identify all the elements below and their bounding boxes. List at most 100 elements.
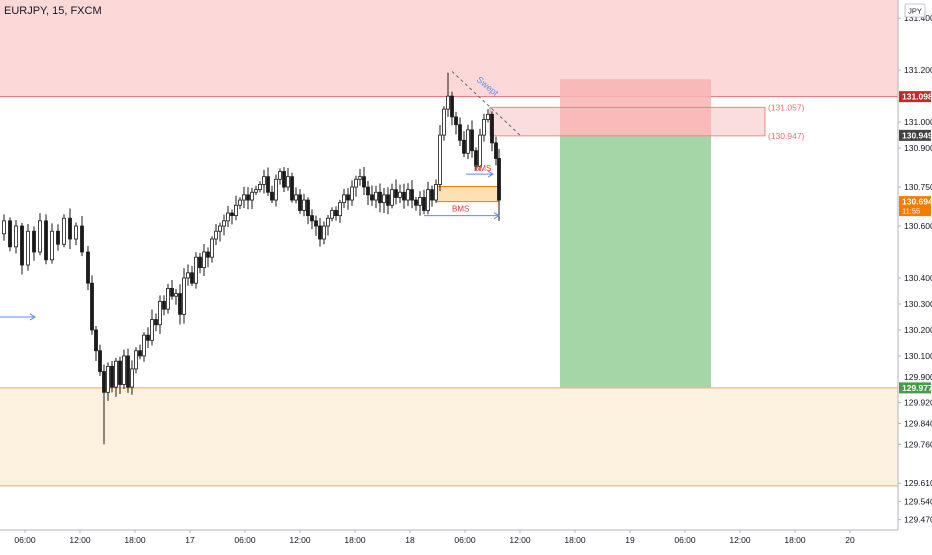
x-tick-label: 12:00 (289, 535, 311, 545)
candle-body (238, 199, 242, 206)
y-tick-label: 130.600 (904, 221, 932, 231)
y-tick-label: 131.200 (904, 65, 932, 75)
candle-body (326, 217, 330, 227)
candle-body (86, 251, 90, 284)
y-tick-label: 130.300 (904, 299, 932, 309)
current-price-tag-label: 130.694 (902, 197, 932, 207)
candle-body (14, 225, 18, 248)
candle-body (106, 365, 110, 393)
y-tick-label: 131.400 (904, 13, 932, 23)
candle-body (302, 199, 306, 211)
candle-body (322, 225, 326, 240)
candle-body (80, 225, 84, 253)
bms-upper-arrowhead (487, 170, 494, 178)
candle-body (474, 150, 478, 167)
y-tick-label: 130.900 (904, 143, 932, 153)
candle-body (174, 293, 178, 297)
candle-body (182, 277, 186, 315)
candle-body (154, 319, 158, 326)
entry-price-tag-label: 130.949 (902, 130, 932, 140)
time-axis[interactable] (0, 530, 932, 550)
candle-body (162, 300, 166, 310)
candle-body (434, 184, 438, 201)
candle-body (214, 230, 218, 240)
candle-body (430, 189, 434, 201)
candle-body (8, 220, 12, 248)
candle-body (294, 194, 298, 201)
candle-body (210, 238, 214, 258)
candle-body (390, 189, 394, 206)
candle-body (234, 204, 238, 217)
candle-body (230, 212, 234, 217)
y-tick-label: 129.610 (904, 478, 932, 488)
candle-body (338, 202, 342, 217)
candle-body (68, 217, 72, 240)
entry-price-tag (899, 129, 931, 141)
candle-body (370, 194, 374, 201)
candle-body (486, 113, 490, 120)
x-tick-label: 12:00 (509, 535, 531, 545)
candle-body (462, 139, 466, 154)
x-tick-label: 06:00 (674, 535, 696, 545)
bms-lower-arrowhead (493, 212, 500, 220)
candle-body (90, 282, 94, 331)
candle-body (394, 189, 398, 198)
candle-body (134, 350, 138, 370)
candle-body (62, 217, 66, 245)
candle-body (270, 191, 274, 201)
demand-zone[interactable] (0, 387, 898, 486)
candle-body (38, 220, 42, 253)
candle-body (2, 220, 6, 235)
candle-body (114, 360, 118, 388)
position-target-area[interactable] (560, 135, 711, 388)
y-tick-label: 129.470 (904, 515, 932, 525)
candle-body (206, 251, 210, 258)
candle-body (122, 355, 126, 385)
x-tick-label: 12:00 (729, 535, 751, 545)
x-tick-label: 06:00 (454, 535, 476, 545)
candle-body (190, 272, 194, 284)
y-tick-label: 129.920 (904, 398, 932, 408)
candle-body (334, 210, 338, 217)
candle-body (94, 329, 98, 352)
y-tick-label: 130.750 (904, 182, 932, 192)
supply-zone[interactable] (0, 0, 898, 97)
y-tick-label: 129.540 (904, 496, 932, 506)
y-tick-label: 129.840 (904, 418, 932, 428)
candle-body (20, 225, 24, 266)
candle-body (318, 225, 322, 240)
candle-body (458, 124, 462, 141)
x-tick-label: 20 (845, 535, 855, 545)
candle-body (414, 199, 418, 206)
candle-body (497, 158, 501, 201)
candle-body (74, 225, 78, 240)
x-tick-label: 12:00 (69, 535, 91, 545)
candle-body (290, 176, 294, 201)
candle-body (466, 129, 470, 154)
y-tick-label: 130.200 (904, 325, 932, 335)
level-box[interactable] (489, 106, 766, 137)
candle-body (222, 220, 226, 227)
candle-body (346, 194, 350, 201)
x-tick-label: 17 (185, 535, 195, 545)
candle-body (342, 194, 346, 204)
x-tick-label: 19 (625, 535, 635, 545)
candle-body (410, 189, 414, 201)
target-price-tag (899, 382, 931, 394)
y-tick-label: 130.400 (904, 273, 932, 283)
candle-body (178, 293, 182, 315)
level-lower-label: (130.947) (768, 131, 805, 141)
x-tick-label: 06:00 (14, 535, 36, 545)
current-price-tag-countdown: 11:55 (902, 207, 920, 216)
candle-body (44, 220, 48, 261)
currency-badge[interactable] (904, 3, 926, 18)
candle-body (282, 171, 286, 188)
candle-body (482, 119, 486, 136)
y-tick-label: 129.760 (904, 439, 932, 449)
bms-box[interactable] (435, 186, 499, 203)
y-axis-ticks: 131.400 131.200 131.000 130.900 130.750 130.6… (898, 13, 932, 525)
currency-badge-label: JPY (908, 7, 922, 16)
candle-body (126, 355, 130, 388)
